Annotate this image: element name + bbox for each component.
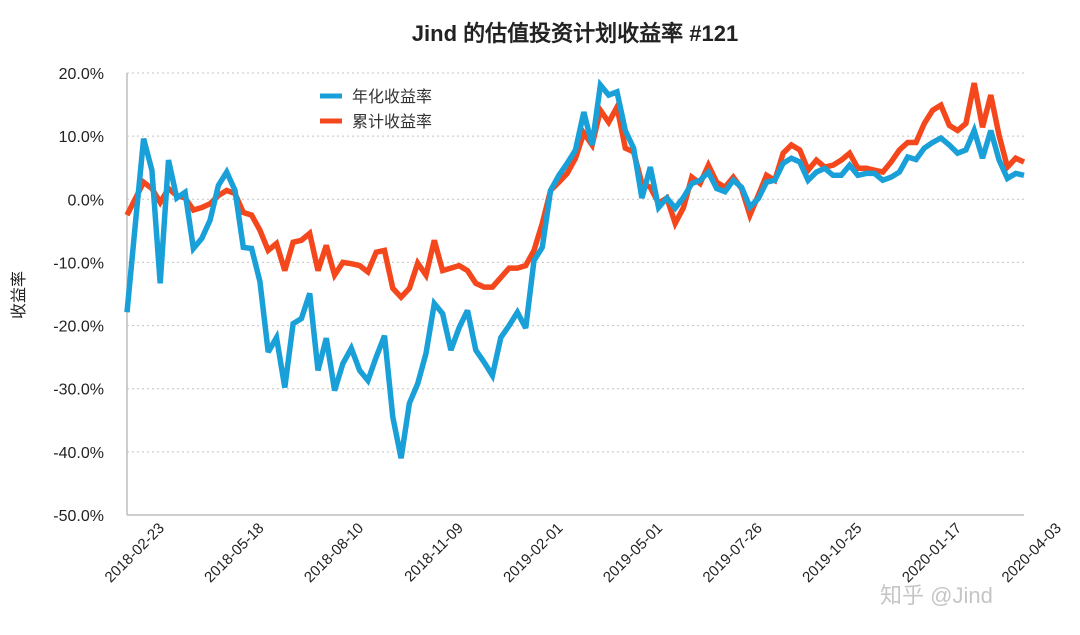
y-tick-label: -50.0%: [53, 508, 104, 525]
y-tick-label: -30.0%: [53, 382, 104, 399]
legend-label-annualized: 年化收益率: [352, 88, 432, 106]
x-tick-label: 2019-05-01: [600, 520, 666, 586]
y-tick-label: -40.0%: [53, 445, 104, 462]
x-tick-label: 2019-07-26: [700, 520, 766, 586]
watermark: 知乎 @Jind: [880, 583, 993, 608]
series-lines: [124, 78, 1026, 459]
y-axis-label: 收益率: [10, 271, 28, 319]
gridlines: [127, 72, 1024, 453]
x-tick-label: 2020-01-17: [899, 520, 965, 586]
x-tick-label: 2018-11-09: [401, 520, 466, 585]
legend: 年化收益率 累计收益率: [320, 88, 432, 131]
legend-label-cumulative: 累计收益率: [352, 113, 432, 131]
y-axis-ticks: 20.0% 10.0% 0.0% -10.0% -20.0% -30.0% -40.0% -5…: [53, 66, 104, 525]
y-tick-label: -10.0%: [53, 255, 104, 272]
legend-item-cumulative: 累计收益率: [320, 113, 432, 131]
x-axis-ticks: 2018-02-23 2018-05-18 2018-08-10 2018-11-09…: [102, 520, 1065, 586]
y-tick-label: 0.0%: [68, 192, 104, 209]
y-tick-label: 20.0%: [59, 66, 104, 83]
x-tick-label: 2019-02-01: [500, 520, 566, 586]
y-tick-label: -20.0%: [53, 319, 104, 336]
y-tick-label: 10.0%: [59, 129, 104, 146]
chart-title: Jind 的估值投资计划收益率 #121: [412, 21, 738, 46]
series-points-cumulative: [126, 83, 1025, 298]
x-tick-label: 2018-05-18: [201, 520, 267, 586]
x-tick-label: 2018-08-10: [301, 520, 367, 586]
series-line-annualized: [124, 78, 1025, 459]
legend-item-annualized: 年化收益率: [320, 88, 432, 106]
series-points-annualized: [126, 84, 1025, 459]
x-tick-label: 2020-04-03: [999, 520, 1065, 586]
x-tick-label: 2019-10-25: [799, 520, 865, 586]
series-line-cumulative: [124, 82, 1026, 302]
x-tick-label: 2018-02-23: [102, 520, 168, 586]
